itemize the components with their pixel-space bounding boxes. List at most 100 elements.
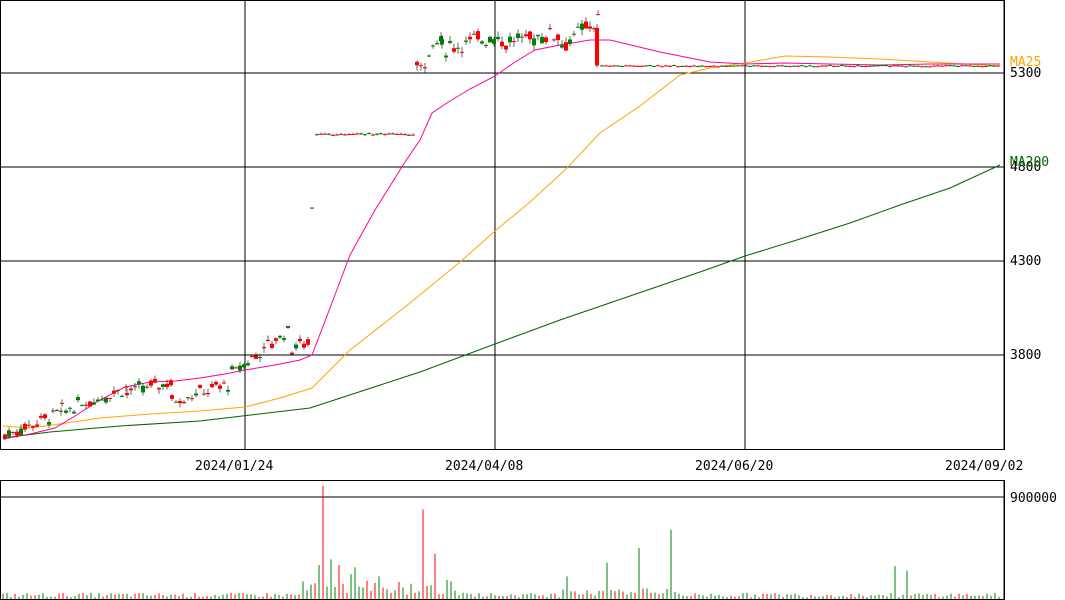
candle-body	[427, 55, 431, 57]
candle-body	[7, 430, 11, 437]
candle-body	[796, 65, 800, 67]
candle-body	[672, 65, 676, 67]
candle-body	[460, 51, 464, 53]
candle-body	[149, 380, 153, 386]
candle-body	[812, 66, 816, 68]
candle-body	[407, 134, 411, 136]
candle-body	[900, 65, 904, 67]
price-tick-4800: 4800	[1010, 160, 1041, 175]
candle-body	[944, 65, 948, 67]
candle-body	[864, 66, 868, 68]
candle-body	[548, 28, 552, 30]
candle-body	[444, 55, 448, 58]
candle-body	[379, 133, 383, 135]
candle-body	[210, 384, 214, 388]
candle-body	[266, 339, 270, 342]
candle-body	[190, 398, 194, 400]
price-grid	[0, 0, 1005, 449]
candle-body	[516, 33, 520, 38]
candle-body	[984, 65, 988, 67]
candle-body	[80, 405, 84, 407]
date-label-1: 2024/01/24	[195, 459, 273, 474]
candle-body	[580, 23, 584, 30]
candle-body	[500, 41, 504, 47]
candle-body	[884, 65, 888, 67]
date-label-2: 2024/04/08	[445, 459, 523, 474]
candle-body	[286, 326, 290, 329]
candle-body	[892, 65, 896, 67]
candle-body	[508, 36, 512, 43]
moving-average-lines	[2, 39, 1001, 440]
candle-body	[383, 134, 387, 136]
candle-body	[319, 133, 323, 135]
candle-body	[294, 344, 298, 349]
candle-body	[820, 65, 824, 67]
candle-body	[472, 33, 476, 35]
price-tick-3800: 3800	[1010, 348, 1041, 363]
candle-body	[234, 367, 238, 369]
candle-body	[608, 65, 612, 67]
ma200-line	[2, 164, 1001, 439]
candle-body	[355, 133, 359, 135]
candle-body	[932, 65, 936, 67]
date-axis: 2024/01/24 2024/04/08 2024/06/20 2024/09…	[195, 459, 1023, 474]
candle-body	[468, 36, 472, 40]
candle-body	[844, 65, 848, 67]
candle-body	[676, 66, 680, 68]
candle-body	[371, 134, 375, 136]
candle-body	[423, 67, 427, 69]
candle-body	[431, 45, 435, 47]
candle-body	[940, 65, 944, 67]
candle-body	[278, 335, 282, 338]
candle-body	[576, 26, 580, 28]
candle-body	[315, 134, 319, 136]
candle-body	[660, 66, 664, 68]
candle-body	[375, 133, 379, 135]
candle-body	[347, 134, 351, 136]
candle-body	[628, 65, 632, 67]
candle-body	[536, 34, 540, 37]
candle-body	[96, 399, 100, 402]
candle-body	[524, 34, 528, 37]
candle-body	[310, 207, 314, 209]
candle-body	[640, 65, 644, 67]
candle-body	[141, 385, 145, 393]
candle-body	[306, 339, 310, 345]
candle-body	[452, 48, 456, 52]
candle-body	[616, 65, 620, 67]
candle-body	[104, 397, 108, 403]
candle-body	[170, 395, 174, 399]
candle-body	[100, 399, 104, 401]
candle-body	[363, 134, 367, 136]
candle-body	[520, 36, 524, 38]
candle-body	[648, 65, 652, 67]
candle-body	[367, 132, 371, 134]
candle-body	[596, 14, 600, 16]
candle-body	[708, 66, 712, 68]
candle-body	[692, 65, 696, 67]
candle-body	[387, 133, 391, 135]
candle-body	[804, 66, 808, 68]
candle-body	[15, 431, 19, 436]
candle-body	[868, 65, 872, 67]
candle-body	[23, 423, 27, 430]
candle-body	[748, 65, 752, 67]
candle-body	[688, 66, 692, 68]
candle-body	[852, 66, 856, 68]
candle-body	[504, 45, 508, 50]
candle-body	[116, 389, 120, 391]
candle-body	[696, 66, 700, 68]
candle-body	[331, 134, 335, 136]
candle-body	[27, 424, 31, 426]
candle-body	[238, 365, 242, 371]
candle-body	[912, 65, 916, 67]
candle-body	[968, 65, 972, 67]
candle-body	[552, 39, 556, 41]
candle-body	[84, 404, 88, 406]
candle-body	[120, 395, 124, 397]
candle-body	[836, 65, 840, 67]
candle-body	[816, 66, 820, 68]
ma200-legend: MA200	[1010, 155, 1049, 170]
candle-body	[182, 401, 186, 404]
